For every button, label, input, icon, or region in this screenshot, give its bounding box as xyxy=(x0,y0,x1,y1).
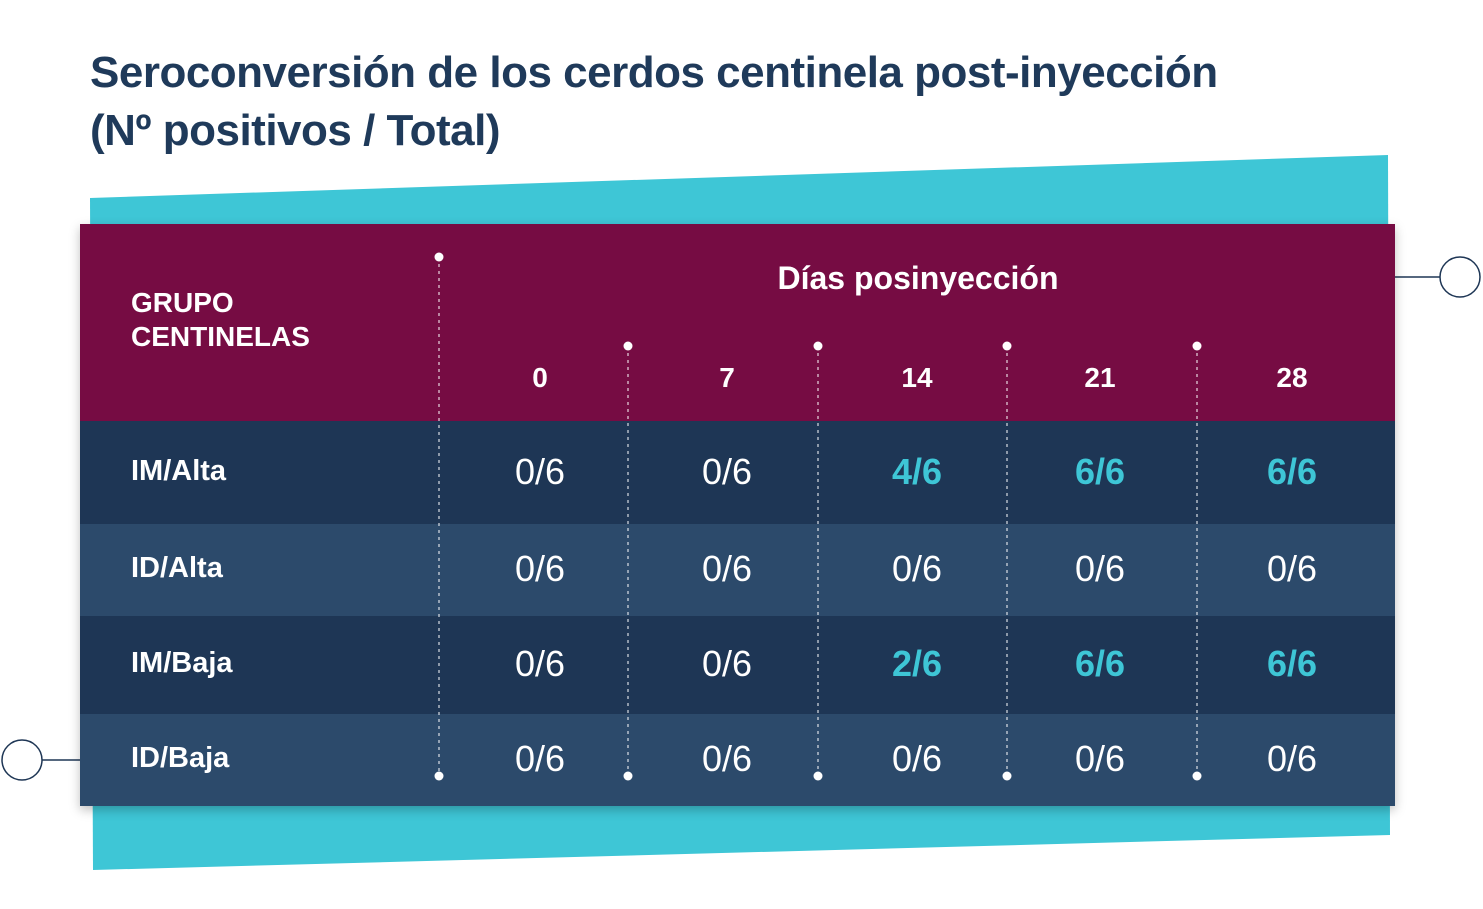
table-cell: 0/6 xyxy=(1074,738,1126,779)
column-header-day-14: 14 xyxy=(901,362,933,393)
column-header-day-7: 7 xyxy=(719,362,735,393)
table-cell: 0/6 xyxy=(701,643,753,684)
table-cell: 6/6 xyxy=(1074,643,1126,684)
table-cell: 0/6 xyxy=(514,450,566,492)
row-label: ID/Alta xyxy=(131,552,223,584)
table-cell: 4/6 xyxy=(891,450,943,492)
table-row: ID/Alta 0/6 0/6 0/6 0/6 0/6 xyxy=(80,524,1395,616)
table-cell: 0/6 xyxy=(514,738,566,779)
table-row: ID/Baja 0/6 0/6 0/6 0/6 0/6 xyxy=(80,714,1395,806)
table-cell: 0/6 xyxy=(514,643,566,684)
days-header: Días posinyección xyxy=(777,260,1059,296)
table-cell: 0/6 xyxy=(891,738,943,779)
table-header: GRUPO CENTINELAS Días posinyección 0 7 14 2… xyxy=(80,224,1395,421)
table-cell: 2/6 xyxy=(891,643,943,684)
column-header-day-28: 28 xyxy=(1276,362,1308,393)
row-label: IM/Alta xyxy=(131,454,227,487)
table-cell: 6/6 xyxy=(1266,643,1318,684)
group-header: GRUPO CENTINELAS xyxy=(131,286,310,354)
group-header-line-1: GRUPO xyxy=(131,287,234,318)
table-row: IM/Alta 0/6 0/6 4/6 6/6 6/6 xyxy=(80,421,1395,524)
connector-circle-left xyxy=(1,739,43,781)
group-header-line-2: CENTINELAS xyxy=(131,321,310,352)
column-header-day-0: 0 xyxy=(532,362,548,393)
connector-circle-right xyxy=(1439,256,1481,298)
table-cell: 0/6 xyxy=(1074,548,1126,589)
page-title: Seroconversión de los cerdos centinela p… xyxy=(90,44,1390,160)
table-row: IM/Baja 0/6 0/6 2/6 6/6 6/6 xyxy=(80,616,1395,714)
table-cell: 0/6 xyxy=(514,548,566,589)
seroconversion-table: GRUPO CENTINELAS Días posinyección 0 7 14 2… xyxy=(80,224,1395,806)
table-cell: 0/6 xyxy=(701,450,753,492)
table-cell: 6/6 xyxy=(1266,450,1318,492)
title-line-1: Seroconversión de los cerdos centinela p… xyxy=(90,48,1218,97)
row-label: IM/Baja xyxy=(131,647,233,679)
table-cell: 0/6 xyxy=(701,548,753,589)
row-label: ID/Baja xyxy=(131,742,230,774)
column-header-day-21: 21 xyxy=(1084,362,1116,393)
table-cell: 0/6 xyxy=(891,548,943,589)
table-cell: 6/6 xyxy=(1074,450,1126,492)
title-line-2: (Nº positivos / Total) xyxy=(90,106,501,155)
table-cell: 0/6 xyxy=(701,738,753,779)
table-cell: 0/6 xyxy=(1266,738,1318,779)
table-cell: 0/6 xyxy=(1266,548,1318,589)
